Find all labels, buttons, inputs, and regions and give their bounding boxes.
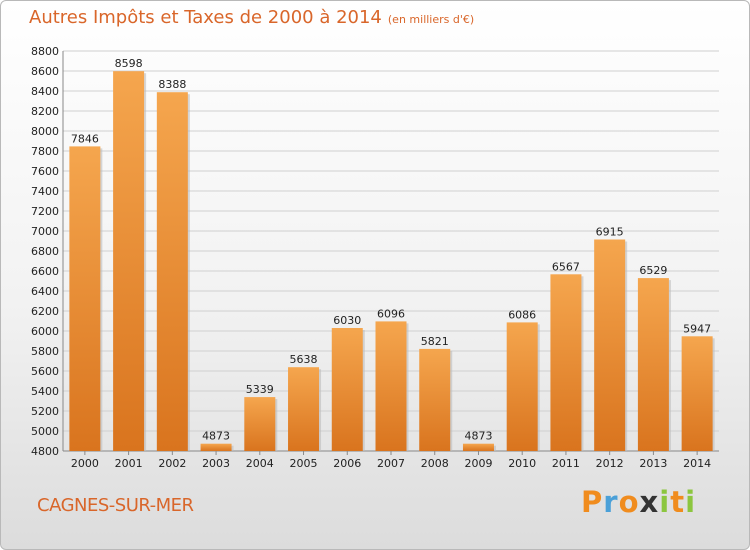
y-tick-label: 8600 — [31, 65, 59, 78]
bar-chart: 4800 5000 5200 5400 5600 5800 6000 6200 6400 6600… — [31, 45, 719, 470]
y-tick-label: 5400 — [31, 385, 59, 398]
y-tick-label: 6400 — [31, 285, 59, 298]
logo-letter: o — [618, 485, 640, 519]
bar — [113, 71, 145, 451]
y-tick-label: 8800 — [31, 45, 59, 58]
x-tick-label: 2007 — [377, 457, 405, 470]
x-tick-label: 2009 — [464, 457, 492, 470]
bar — [288, 367, 320, 451]
y-tick-label: 5200 — [31, 405, 59, 418]
bar — [681, 336, 713, 451]
bar-value-label: 5947 — [683, 322, 711, 335]
logo-letter: P — [581, 485, 604, 519]
x-tick-label: 2008 — [421, 457, 449, 470]
bar-value-label: 6529 — [639, 264, 667, 277]
logo-letter: x — [639, 485, 660, 519]
x-tick-label: 2010 — [508, 457, 536, 470]
y-tick-label: 8000 — [31, 125, 59, 138]
bar — [375, 321, 407, 451]
y-tick-label: 7800 — [31, 145, 59, 158]
x-tick-label: 2000 — [71, 457, 99, 470]
y-tick-label: 6200 — [31, 305, 59, 318]
x-tick-label: 2012 — [596, 457, 624, 470]
bar-value-label: 5821 — [421, 335, 449, 348]
x-tick-label: 2014 — [683, 457, 711, 470]
bar — [594, 239, 626, 451]
bar-value-label: 5638 — [290, 353, 318, 366]
logo-letter: i — [659, 485, 671, 519]
bar — [331, 328, 363, 451]
bar-value-label: 6567 — [552, 260, 580, 273]
y-tick-label: 7000 — [31, 225, 59, 238]
bar — [462, 443, 494, 451]
x-tick-label: 2003 — [202, 457, 230, 470]
y-tick-label: 7200 — [31, 205, 59, 218]
bar-value-label: 5339 — [246, 383, 274, 396]
y-tick-label: 6000 — [31, 325, 59, 338]
bar — [69, 146, 101, 451]
y-tick-label: 7400 — [31, 185, 59, 198]
x-tick-label: 2004 — [246, 457, 274, 470]
x-tick-label: 2002 — [158, 457, 186, 470]
proxiti-logo: Proxiti — [581, 485, 696, 519]
y-tick-label: 6600 — [31, 265, 59, 278]
bar-value-label: 4873 — [464, 430, 492, 443]
bar — [419, 348, 451, 451]
y-tick-label: 5800 — [31, 345, 59, 358]
x-tick-label: 2001 — [115, 457, 143, 470]
bar-value-label: 6086 — [508, 308, 536, 321]
bar-value-label: 7846 — [71, 132, 99, 145]
bar — [506, 322, 538, 451]
bar — [550, 274, 582, 451]
y-tick-label: 8200 — [31, 105, 59, 118]
y-tick-label: 6800 — [31, 245, 59, 258]
bar-value-label: 6915 — [596, 226, 624, 239]
x-tick-label: 2005 — [290, 457, 318, 470]
bar-value-label: 4873 — [202, 430, 230, 443]
y-tick-label: 4800 — [31, 445, 59, 458]
logo-letter: t — [670, 485, 686, 519]
chart-title: Autres Impôts et Taxes de 2000 à 2014 (en… — [29, 7, 474, 28]
chart-title-unit: (en milliers d'€) — [387, 13, 475, 26]
bar-value-label: 6096 — [377, 307, 405, 320]
bar — [637, 278, 669, 451]
bar — [244, 397, 276, 451]
x-tick-label: 2013 — [639, 457, 667, 470]
bar — [156, 92, 188, 451]
chart-title-main: Autres Impôts et Taxes de 2000 à 2014 — [29, 7, 382, 28]
bar-value-label: 6030 — [333, 314, 361, 327]
y-tick-label: 7600 — [31, 165, 59, 178]
x-tick-label: 2011 — [552, 457, 580, 470]
y-tick-label: 5000 — [31, 425, 59, 438]
y-tick-label: 5600 — [31, 365, 59, 378]
bar-value-label: 8388 — [158, 78, 186, 91]
logo-letter: r — [603, 485, 619, 519]
y-tick-label: 8400 — [31, 85, 59, 98]
bar-value-label: 8598 — [115, 57, 143, 70]
logo-letter: i — [685, 485, 697, 519]
commune-name: CAGNES-SUR-MER — [37, 495, 194, 516]
bar — [200, 443, 232, 451]
x-tick-label: 2006 — [333, 457, 361, 470]
